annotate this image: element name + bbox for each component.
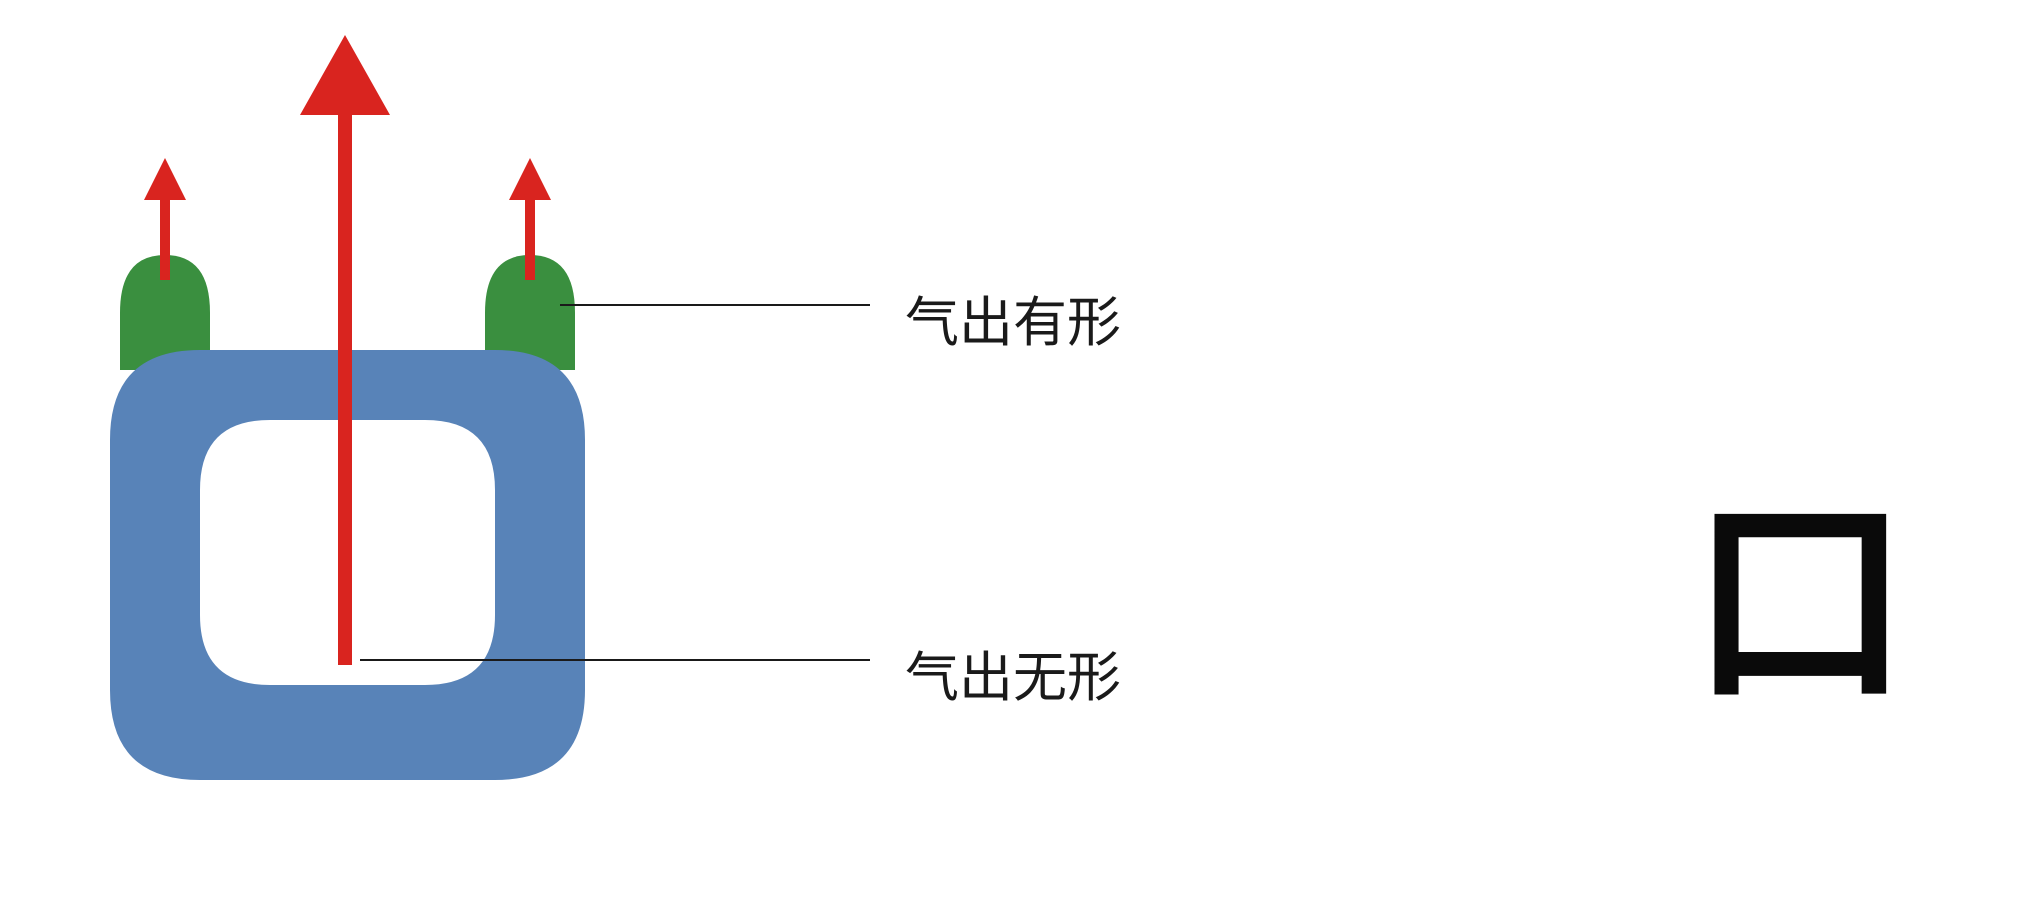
label-bottom: 气出无形 xyxy=(905,633,1121,712)
character-kou: 口 xyxy=(1690,425,1910,743)
label-top: 气出有形 xyxy=(905,278,1121,357)
